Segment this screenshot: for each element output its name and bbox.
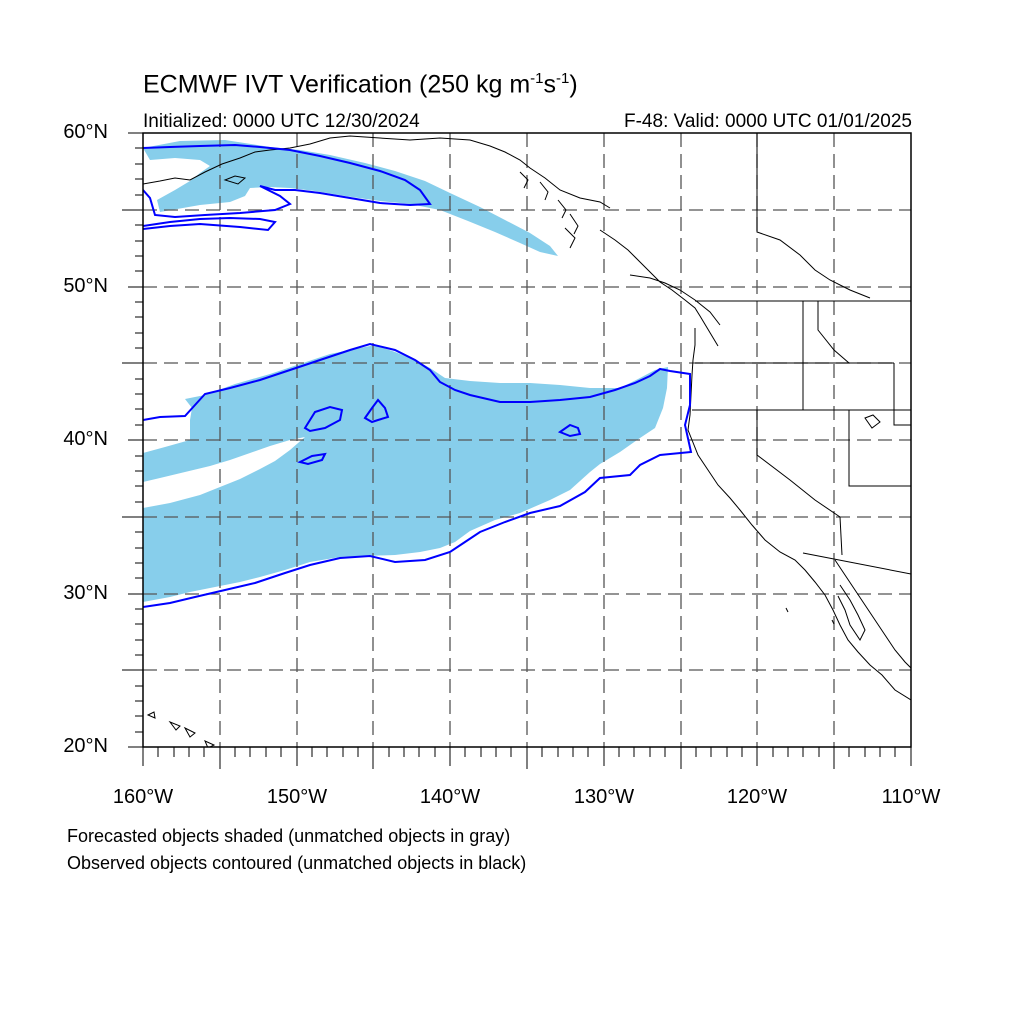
observed-contour-small-d: [557, 423, 582, 438]
lat-label-20n: 20°N: [63, 735, 108, 757]
observed-contour-north: [143, 143, 432, 219]
forecast-object-north: [143, 140, 558, 256]
small-islands: [785, 414, 881, 625]
footnote-forecast: Forecasted objects shaded (unmatched obj…: [67, 826, 511, 846]
coastlines: [143, 133, 911, 747]
baja-coast: [834, 559, 911, 669]
lon-label-130w: 130°W: [573, 786, 635, 808]
lat-label-40n: 40°N: [63, 428, 108, 450]
observed-contour-small-b: [363, 398, 390, 424]
graticule: [143, 133, 911, 747]
observed-contour-small-a: [303, 405, 344, 433]
lat-label-50n: 50°N: [63, 275, 108, 297]
state-borders: [692, 133, 911, 575]
us-west-coast: [687, 328, 911, 701]
map-title: ECMWF IVT Verification (250 kg m-1s-1): [143, 70, 578, 99]
lon-label-120w: 120°W: [726, 786, 788, 808]
footnote-observed: Observed objects contoured (unmatched ob…: [67, 853, 527, 873]
forecast-object-main: [143, 345, 668, 602]
observed-contour-main: [143, 342, 693, 608]
lon-label-140w: 140°W: [419, 786, 481, 808]
alaska-islands: [223, 171, 579, 249]
forecast-objects: [143, 140, 668, 602]
observed-contour-small-c: [297, 452, 327, 466]
alaska-coast: [143, 135, 611, 209]
lon-label-110w: 110°W: [881, 786, 941, 808]
valid-time-label: F-48: Valid: 0000 UTC 01/01/2025: [624, 111, 912, 132]
init-time-label: Initialized: 0000 UTC 12/30/2024: [143, 111, 420, 132]
lon-label-150w: 150°W: [266, 786, 328, 808]
bc-coast: [599, 229, 721, 347]
tick-marks: [122, 132, 912, 769]
lon-label-160w: 160°W: [112, 786, 174, 808]
hawaii-islands: [146, 711, 216, 747]
lat-label-30n: 30°N: [63, 582, 108, 604]
observed-contour-lower-north: [143, 216, 277, 232]
observed-objects: [143, 143, 693, 608]
lat-label-60n: 60°N: [63, 121, 108, 143]
